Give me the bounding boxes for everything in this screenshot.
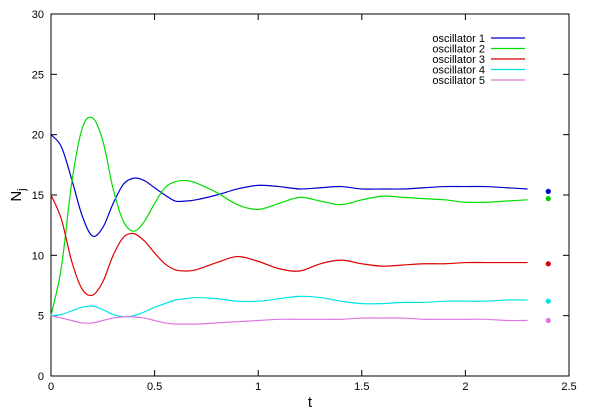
y-tick-label: 0 — [38, 371, 44, 383]
legend-label-oscillator-4: oscillator 4 — [432, 65, 485, 77]
end-marker-oscillator-3 — [545, 261, 551, 267]
series-line-oscillator-2 — [50, 116, 528, 316]
x-axis-title: t — [308, 394, 313, 411]
series-layer — [50, 116, 528, 325]
y-tick-label: 25 — [32, 69, 44, 81]
x-tick-label: 2.5 — [561, 381, 576, 393]
end-marker-oscillator-2 — [545, 196, 551, 202]
series-line-oscillator-5 — [50, 315, 528, 325]
y-tick-label: 15 — [32, 190, 44, 202]
plot-frame — [50, 13, 570, 377]
x-tick-label: 0.5 — [147, 381, 162, 393]
series-line-oscillator-3 — [50, 194, 528, 297]
axis-ticks: 0 0.5 1 1.5 2 2.5 0 5 10 15 20 25 30 — [32, 9, 577, 393]
series-line-oscillator-4 — [50, 295, 528, 318]
x-tick-label: 0 — [48, 381, 54, 393]
legend-label-oscillator-3: oscillator 3 — [432, 54, 485, 66]
x-tick-label: 1 — [255, 381, 261, 393]
x-tick-label: 2 — [462, 381, 468, 393]
end-marker-oscillator-1 — [545, 188, 551, 194]
x-tick-label: 1.5 — [354, 381, 369, 393]
y-tick-label: 5 — [38, 311, 44, 323]
y-tick-label: 30 — [32, 9, 44, 21]
y-tick-label: 20 — [32, 130, 44, 142]
y-axis-title: Nj — [8, 188, 28, 201]
legend-label-oscillator-5: oscillator 5 — [432, 75, 485, 87]
legend-label-oscillator-1: oscillator 1 — [432, 33, 485, 45]
end-markers — [545, 188, 551, 324]
legend-label-oscillator-2: oscillator 2 — [432, 44, 485, 56]
y-tick-label: 10 — [32, 250, 44, 262]
y-axis-title-subscript: j — [16, 188, 28, 191]
series-line-oscillator-1 — [50, 134, 528, 238]
end-marker-oscillator-5 — [545, 317, 551, 324]
end-marker-oscillator-4 — [545, 298, 551, 304]
y-axis-title-main: N — [8, 191, 25, 202]
